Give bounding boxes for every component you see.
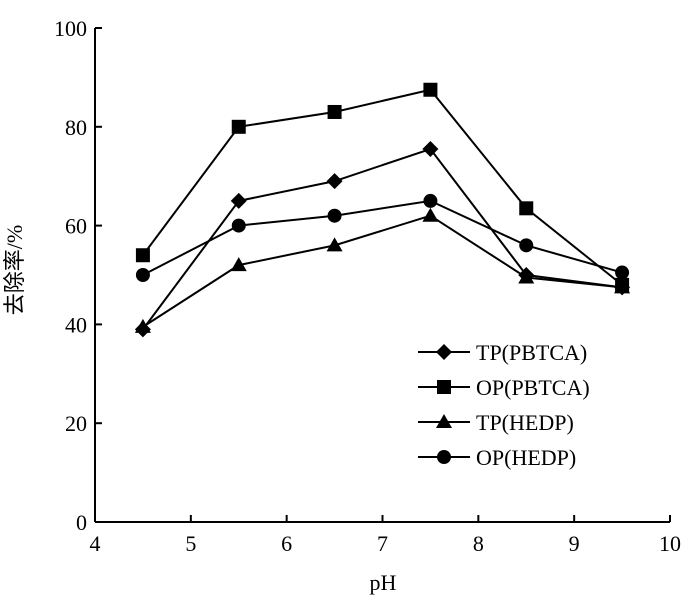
y-tick-label: 20 (65, 411, 87, 436)
x-tick-label: 8 (473, 531, 484, 556)
legend-circle-marker (437, 450, 451, 464)
y-tick-label: 0 (76, 510, 87, 535)
series-circle (135, 193, 630, 282)
y-tick-label: 40 (65, 312, 87, 337)
legend: TP(PBTCA) OP(PBTCA) TP(HEDP) OP(HEDP) (418, 340, 590, 470)
legend-label: TP(PBTCA) (476, 340, 587, 365)
series-line (142, 214, 623, 328)
series-triangle (134, 207, 631, 333)
legend-label: OP(HEDP) (476, 445, 576, 470)
triangle-marker (134, 318, 151, 333)
circle-marker (327, 208, 342, 223)
triangle-marker (230, 257, 247, 272)
square-marker (519, 201, 534, 216)
x-tick-label: 9 (569, 531, 580, 556)
square-marker (231, 119, 246, 134)
legend-item: TP(HEDP) (418, 410, 574, 435)
square-marker (423, 82, 438, 97)
triangle-marker (422, 207, 439, 222)
series-diamond (134, 141, 631, 338)
series-line (142, 88, 623, 286)
legend-diamond-marker (436, 344, 452, 360)
legend-item: OP(HEDP) (418, 445, 576, 470)
x-tick-label: 5 (185, 531, 196, 556)
diamond-marker (326, 173, 343, 190)
triangle-marker (518, 269, 535, 284)
y-tick-label: 80 (65, 115, 87, 140)
y-tick-label: 100 (54, 16, 87, 41)
legend-label: OP(PBTCA) (476, 375, 590, 400)
x-tick-label: 6 (281, 531, 292, 556)
diamond-marker (422, 141, 439, 158)
legend-item: TP(PBTCA) (418, 340, 587, 365)
circle-marker (135, 268, 150, 282)
circle-marker (519, 238, 534, 253)
series-line (142, 199, 623, 276)
x-tick-label: 10 (659, 531, 681, 556)
diamond-marker (230, 192, 247, 209)
square-marker (327, 104, 342, 119)
series-line (142, 147, 623, 330)
x-axis-title: pH (370, 570, 397, 595)
x-tick-label: 7 (377, 531, 388, 556)
y-axis-title: 去除率/% (2, 225, 27, 315)
legend-square-marker (437, 380, 451, 394)
triangle-marker (326, 237, 343, 252)
series-layer (134, 82, 631, 338)
legend-item: OP(PBTCA) (418, 375, 590, 400)
legend-label: TP(HEDP) (476, 410, 574, 435)
x-tick-label: 4 (90, 531, 101, 556)
triangle-marker (614, 279, 631, 294)
y-tick-label: 60 (65, 214, 87, 239)
circle-marker (423, 193, 438, 208)
series-square (135, 82, 630, 292)
circle-marker (615, 265, 630, 280)
square-marker (135, 248, 150, 263)
circle-marker (231, 218, 246, 233)
legend-triangle-marker (436, 414, 452, 428)
